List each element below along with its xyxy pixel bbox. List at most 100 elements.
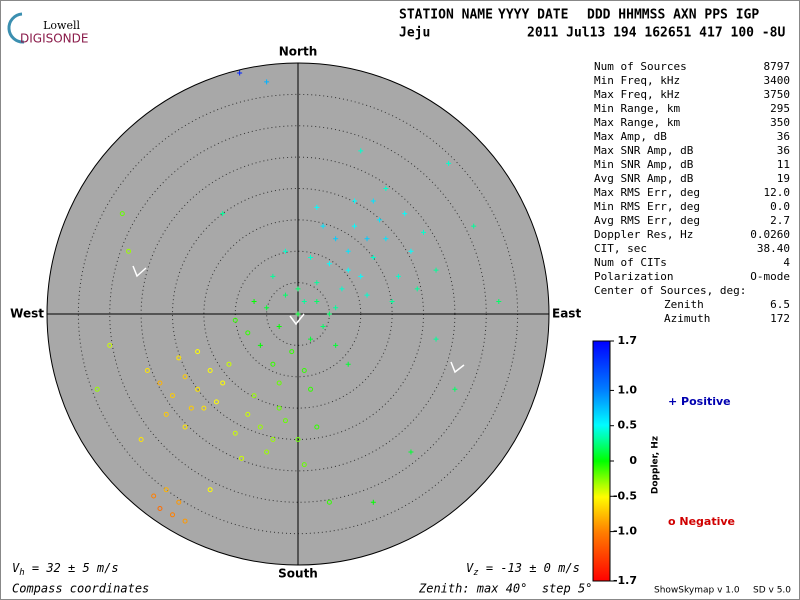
center-value: 172	[770, 312, 790, 325]
source-positive	[408, 248, 414, 254]
center-title: Center of Sources, deg:	[594, 284, 746, 297]
stat-label: Min Freq, kHz	[594, 74, 680, 87]
source-positive	[370, 198, 376, 204]
vz-symbol: V	[466, 561, 474, 575]
source-positive	[251, 298, 257, 304]
source-positive	[446, 160, 452, 166]
source-negative	[289, 349, 295, 355]
source-negative	[182, 518, 188, 524]
source-positive	[264, 79, 270, 85]
source-positive	[345, 267, 351, 273]
velocity-marker	[289, 313, 305, 326]
source-positive	[408, 449, 414, 455]
source-positive	[220, 211, 226, 217]
stat-label: Max Amp, dB	[594, 130, 667, 143]
sd-text: SD v 5.0	[753, 586, 791, 596]
source-negative	[170, 393, 175, 399]
source-negative	[182, 424, 188, 430]
stat-value: 12.0	[764, 186, 791, 199]
source-negative	[207, 367, 213, 373]
stat-label: Avg SNR Amp, dB	[594, 172, 694, 185]
vh-sub: h	[19, 568, 24, 578]
source-positive	[377, 217, 383, 223]
stat-label: Doppler Res, Hz	[594, 228, 693, 241]
source-positive	[364, 292, 370, 298]
stat-value: 350	[770, 116, 790, 129]
source-positive	[301, 298, 307, 304]
stat-value: 4	[783, 256, 790, 269]
header-value: 2011 Jul13 194 162651 417 100 -8U	[527, 26, 785, 41]
source-positive	[320, 324, 326, 330]
source-positive	[358, 148, 364, 154]
stat-label: Max Range, km	[594, 116, 680, 129]
compass-label: North	[279, 45, 317, 59]
source-positive	[383, 236, 389, 242]
source-negative	[151, 493, 157, 499]
source-positive	[452, 386, 458, 392]
source-positive	[333, 342, 339, 348]
source-positive	[308, 255, 314, 261]
stat-value: 36	[777, 144, 790, 157]
source-negative	[245, 411, 251, 417]
colorbar-tick-label: -1.7	[613, 574, 637, 587]
source-positive	[264, 305, 270, 311]
source-negative	[301, 367, 307, 373]
source-negative	[232, 317, 238, 323]
source-negative	[308, 386, 314, 392]
velocity-marker	[132, 265, 147, 278]
source-negative	[170, 512, 175, 518]
source-positive	[295, 311, 301, 317]
source-positive	[333, 236, 339, 242]
colorbar-tick-label: -0.5	[613, 489, 637, 502]
source-negative	[220, 380, 226, 386]
colorbar	[592, 340, 611, 582]
legend-positive: + Positive	[668, 395, 731, 408]
source-positive	[433, 267, 439, 273]
center-label: Azimuth	[664, 312, 710, 325]
zenith-text: Zenith: max 40° step 5°	[418, 582, 592, 596]
stat-label: CIT, sec	[594, 242, 647, 255]
vz-value: = -13 ± 0 m/s	[479, 561, 580, 575]
colorbar-tick-label: 0.5	[618, 419, 638, 432]
source-negative	[119, 211, 125, 217]
version-text: ShowSkymap v 1.0	[654, 586, 740, 596]
source-positive	[276, 324, 282, 330]
source-negative	[144, 367, 150, 373]
source-positive	[421, 229, 426, 235]
source-positive	[370, 499, 376, 505]
source-positive	[395, 273, 401, 279]
source-negative	[107, 342, 113, 348]
colorbar-tick-label: 0	[629, 454, 637, 467]
logo-arc	[7, 12, 25, 44]
source-negative	[207, 487, 213, 493]
source-negative	[301, 462, 307, 468]
stat-value: 38.40	[757, 242, 790, 255]
source-negative	[226, 361, 232, 367]
source-negative	[188, 405, 194, 411]
source-positive	[237, 70, 243, 76]
source-positive	[364, 236, 370, 242]
vh-value: = 32 ± 5 m/s	[25, 561, 119, 575]
source-positive	[345, 361, 351, 367]
source-negative	[251, 393, 257, 399]
source-positive	[333, 305, 339, 311]
source-positive	[471, 223, 477, 229]
source-negative	[201, 405, 207, 411]
source-negative	[94, 386, 100, 392]
compass-label: West	[10, 307, 44, 321]
source-positive	[345, 248, 351, 254]
source-positive	[282, 292, 288, 298]
stat-value: 11	[777, 158, 790, 171]
source-positive	[257, 342, 263, 348]
source-positive	[308, 336, 314, 342]
colorbar-label: Doppler, Hz	[651, 436, 661, 494]
stat-value: 0.0260	[750, 228, 790, 241]
center-value: 6.5	[770, 298, 790, 311]
source-positive	[326, 261, 332, 267]
coords-text: Compass coordinates	[12, 582, 149, 596]
source-negative	[126, 248, 132, 254]
source-positive	[270, 273, 276, 279]
stat-label: Avg RMS Err, deg	[594, 214, 700, 227]
source-negative	[270, 437, 276, 442]
stat-value: O-mode	[750, 270, 790, 283]
